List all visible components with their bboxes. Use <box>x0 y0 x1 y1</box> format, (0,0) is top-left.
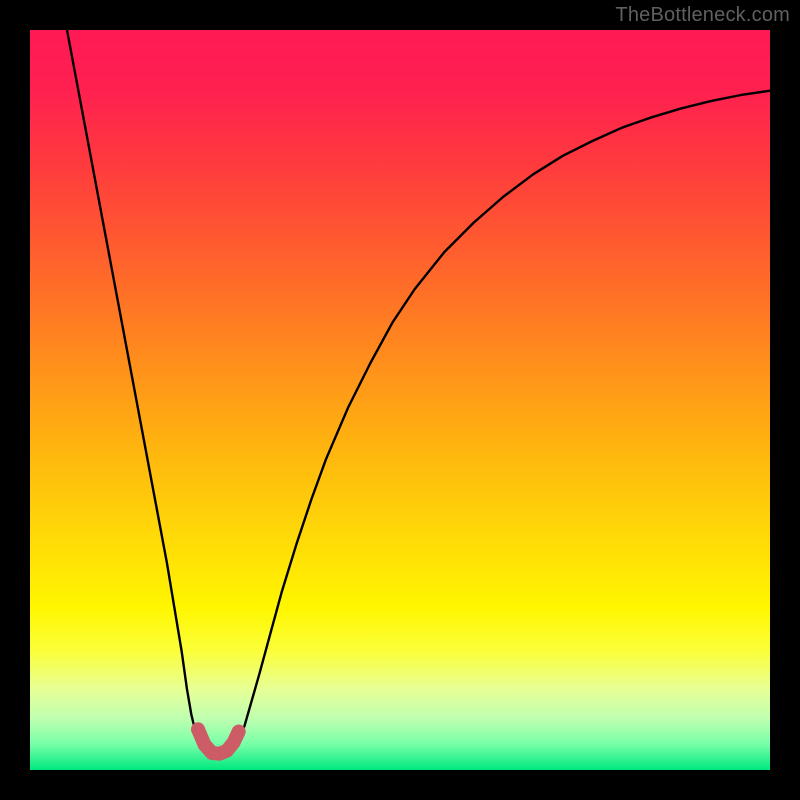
chart-container: TheBottleneck.com <box>0 0 800 800</box>
plot-area <box>30 30 770 770</box>
watermark-text: TheBottleneck.com <box>615 4 790 27</box>
chart-svg <box>30 30 770 770</box>
chart-background <box>30 30 770 770</box>
